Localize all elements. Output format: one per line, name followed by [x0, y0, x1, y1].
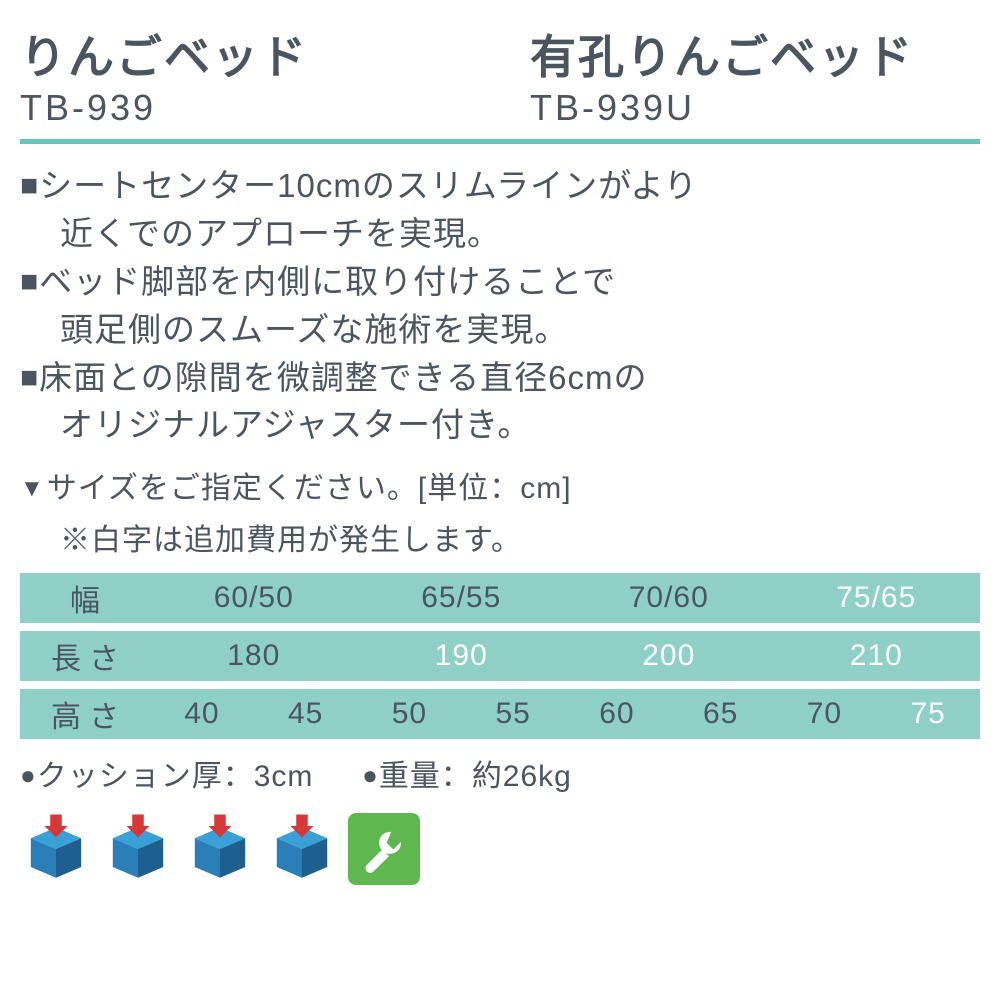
product-1: りんごベッド TB-939: [20, 30, 470, 129]
weight-label: 重量：: [379, 760, 472, 793]
row-cells: 60/5065/5570/6075/65: [150, 581, 980, 615]
cushion-value: 3cm: [254, 760, 314, 793]
row-label: 長さ: [20, 634, 150, 678]
feature-2-line1: ■ベッド脚部を内側に取り付けることで: [20, 258, 980, 306]
package-icon: [20, 813, 92, 885]
size-instruction: ▼サイズをご指定ください。[単位：cm]: [20, 463, 980, 507]
size-cell: 75: [876, 697, 980, 731]
product-1-code: TB-939: [20, 87, 470, 129]
package-icon: [102, 813, 174, 885]
size-cell: 180: [150, 639, 358, 673]
product-header: りんごベッド TB-939 有孔りんごベッド TB-939U: [20, 30, 980, 129]
row-cells: 180190200210: [150, 639, 980, 673]
weight-value: 約26kg: [472, 760, 572, 793]
spec-line: ●クッション厚：3cm ●重量：約26kg: [20, 751, 980, 795]
package-icon: [266, 813, 338, 885]
extra-cost-note: ※白字は追加費用が発生します。: [20, 515, 980, 559]
feature-list: ■シートセンター10cmのスリムラインがより 近くでのアプローチを実現。 ■ベッ…: [20, 162, 980, 449]
divider-line: [20, 139, 980, 144]
size-cell: 45: [254, 697, 358, 731]
feature-3-line1: ■床面との隙間を微調整できる直径6cmの: [20, 354, 980, 402]
size-cell: 60/50: [150, 581, 358, 615]
feature-2-line2: 頭足側のスムーズな施術を実現。: [20, 306, 980, 354]
row-cells: 4045505560657075: [150, 697, 980, 731]
row-label: 高さ: [20, 692, 150, 736]
table-row: 長さ180190200210: [20, 631, 980, 681]
size-cell: 55: [461, 697, 565, 731]
assembly-icon: [348, 813, 420, 885]
cushion-label: クッション厚：: [37, 760, 254, 793]
feature-1-line2: 近くでのアプローチを実現。: [20, 210, 980, 258]
package-icon: [184, 813, 256, 885]
size-cell: 70: [773, 697, 877, 731]
size-cell: 200: [565, 639, 773, 673]
size-cell: 50: [358, 697, 462, 731]
row-label: 幅: [20, 576, 150, 620]
feature-1-line1: ■シートセンター10cmのスリムラインがより: [20, 162, 980, 210]
table-row: 幅60/5065/5570/6075/65: [20, 573, 980, 623]
size-cell: 190: [358, 639, 566, 673]
product-2: 有孔りんごベッド TB-939U: [530, 30, 980, 129]
size-cell: 60: [565, 697, 669, 731]
size-table: 幅60/5065/5570/6075/65長さ180190200210高さ404…: [20, 573, 980, 739]
icon-row: [20, 813, 980, 885]
product-2-name: 有孔りんごベッド: [530, 30, 980, 85]
size-cell: 210: [773, 639, 981, 673]
size-cell: 40: [150, 697, 254, 731]
table-row: 高さ4045505560657075: [20, 689, 980, 739]
feature-3-line2: オリジナルアジャスター付き。: [20, 401, 980, 449]
size-cell: 75/65: [773, 581, 981, 615]
product-1-name: りんごベッド: [20, 30, 470, 85]
product-2-code: TB-939U: [530, 87, 980, 129]
size-cell: 70/60: [565, 581, 773, 615]
size-cell: 65/55: [358, 581, 566, 615]
size-cell: 65: [669, 697, 773, 731]
